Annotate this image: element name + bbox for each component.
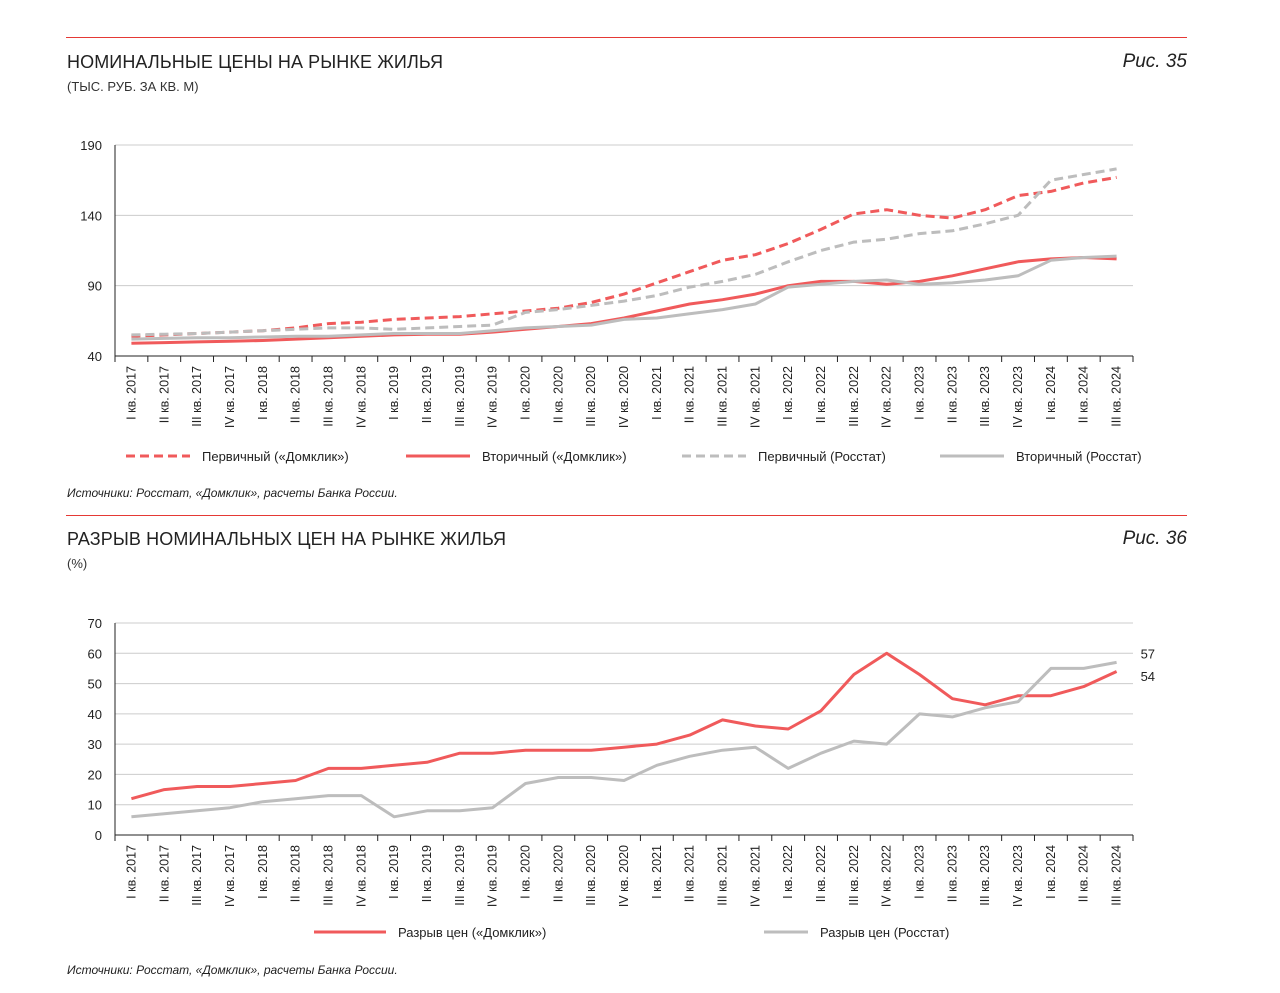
x-tick-label: I кв. 2019	[387, 845, 401, 899]
x-tick-label: I кв. 2017	[124, 366, 138, 420]
x-tick-label: III кв. 2020	[584, 366, 598, 427]
x-tick-label: II кв. 2017	[157, 845, 171, 902]
y-tick-label: 20	[88, 767, 102, 782]
x-tick-label: I кв. 2020	[518, 366, 532, 420]
x-tick-label: II кв. 2022	[814, 845, 828, 902]
x-tick-label: II кв. 2021	[683, 366, 697, 423]
end-value-label: 57	[1141, 646, 1155, 661]
legend-label: Разрыв цен (Росстат)	[820, 925, 949, 940]
x-tick-label: IV кв. 2020	[617, 845, 631, 907]
chart-title: РАЗРЫВ НОМИНАЛЬНЫХ ЦЕН НА РЫНКЕ ЖИЛЬЯ	[67, 529, 507, 549]
x-tick-label: I кв. 2020	[518, 845, 532, 899]
x-tick-label: I кв. 2022	[781, 845, 795, 899]
legend-label: Первичный («Домклик»)	[202, 449, 349, 464]
x-tick-label: II кв. 2024	[1077, 845, 1091, 902]
x-tick-label: III кв. 2018	[321, 845, 335, 906]
x-tick-label: III кв. 2021	[716, 366, 730, 427]
legend-label: Вторичный (Росстат)	[1016, 449, 1142, 464]
x-tick-label: III кв. 2021	[716, 845, 730, 906]
source-note: Источники: Росстат, «Домклик», расчеты Б…	[67, 486, 398, 500]
x-tick-label: III кв. 2019	[453, 845, 467, 906]
x-tick-label: III кв. 2019	[453, 366, 467, 427]
figure-label: Рис. 36	[1122, 528, 1187, 549]
x-tick-label: I кв. 2023	[913, 845, 927, 899]
x-tick-label: II кв. 2022	[814, 366, 828, 423]
x-tick-label: IV кв. 2019	[486, 845, 500, 907]
x-tick-label: II кв. 2018	[289, 366, 303, 423]
legend-label: Разрыв цен («Домклик»)	[398, 925, 546, 940]
prices-line-chart: 40 90 140 190 I кв. 2017 II кв. 2017 III кв. 2…	[80, 138, 1142, 464]
y-tick-label: 190	[80, 138, 102, 153]
middle-divider	[66, 515, 1187, 516]
chart-subtitle: (ТЫС. РУБ. ЗА КВ. М)	[67, 79, 199, 94]
x-tick-label: I кв. 2019	[387, 366, 401, 420]
series-line	[131, 167, 1117, 337]
y-tick-label: 10	[88, 798, 102, 813]
x-tick-label: II кв. 2024	[1077, 366, 1091, 423]
y-tick-label: 40	[88, 349, 102, 364]
x-tick-label: II кв. 2020	[551, 845, 565, 902]
y-tick-label: 90	[88, 279, 102, 294]
legend-label: Первичный (Росстат)	[758, 449, 886, 464]
x-tick-label: IV кв. 2018	[354, 366, 368, 428]
x-tick-label: I кв. 2017	[124, 845, 138, 899]
x-tick-label: III кв. 2023	[978, 845, 992, 906]
top-divider	[66, 37, 1187, 38]
y-tick-label: 70	[88, 616, 102, 631]
x-tick-label: IV кв. 2021	[748, 366, 762, 428]
x-tick-label: II кв. 2021	[683, 845, 697, 902]
x-tick-label: IV кв. 2021	[748, 845, 762, 907]
x-tick-label: III кв. 2017	[190, 366, 204, 427]
x-tick-label: I кв. 2024	[1044, 366, 1058, 420]
x-tick-label: I кв. 2021	[650, 366, 664, 420]
x-tick-label: IV кв. 2020	[617, 366, 631, 428]
y-tick-label: 60	[88, 646, 102, 661]
x-tick-label: III кв. 2020	[584, 845, 598, 906]
figure-label: Рис. 35	[1122, 51, 1187, 72]
x-tick-label: II кв. 2017	[157, 366, 171, 423]
y-tick-label: 0	[95, 828, 102, 843]
x-tick-label: II кв. 2020	[551, 366, 565, 423]
x-tick-label: IV кв. 2022	[880, 845, 894, 907]
y-tick-label: 30	[88, 737, 102, 752]
x-tick-label: II кв. 2019	[420, 366, 434, 423]
x-tick-label: III кв. 2022	[847, 845, 861, 906]
x-tick-label: IV кв. 2018	[354, 845, 368, 907]
y-tick-label: 140	[80, 208, 102, 223]
y-tick-label: 50	[88, 677, 102, 692]
end-value-label: 54	[1141, 669, 1155, 684]
x-tick-label: III кв. 2017	[190, 845, 204, 906]
x-tick-label: I кв. 2024	[1044, 845, 1058, 899]
x-tick-label: II кв. 2018	[289, 845, 303, 902]
x-tick-label: III кв. 2024	[1110, 366, 1124, 427]
x-tick-label: IV кв. 2023	[1011, 366, 1025, 428]
series-line	[131, 660, 1117, 819]
series-line	[131, 175, 1117, 338]
x-tick-label: II кв. 2023	[945, 845, 959, 902]
x-tick-label: IV кв. 2017	[223, 366, 237, 428]
x-tick-label: IV кв. 2017	[223, 845, 237, 907]
x-tick-label: III кв. 2018	[321, 366, 335, 427]
source-note: Источники: Росстат, «Домклик», расчеты Б…	[67, 963, 398, 977]
x-tick-label: I кв. 2022	[781, 366, 795, 420]
x-tick-label: IV кв. 2023	[1011, 845, 1025, 907]
x-tick-label: II кв. 2019	[420, 845, 434, 902]
x-tick-label: III кв. 2023	[978, 366, 992, 427]
x-tick-label: I кв. 2021	[650, 845, 664, 899]
x-tick-label: I кв. 2018	[256, 845, 270, 899]
series-line	[131, 651, 1118, 801]
x-tick-label: II кв. 2023	[945, 366, 959, 423]
x-tick-label: I кв. 2018	[256, 366, 270, 420]
y-tick-label: 40	[88, 707, 102, 722]
x-tick-label: III кв. 2022	[847, 366, 861, 427]
series-line	[131, 254, 1117, 341]
gap-line-chart: 0 10 20 30 40 50 60 70 I кв. 2017 II кв. 2017 III …	[88, 616, 1156, 940]
chart-subtitle: (%)	[67, 556, 88, 571]
legend-label: Вторичный («Домклик»)	[482, 449, 627, 464]
x-tick-label: IV кв. 2022	[880, 366, 894, 428]
chart-title: НОМИНАЛЬНЫЕ ЦЕНЫ НА РЫНКЕ ЖИЛЬЯ	[67, 52, 444, 72]
x-tick-label: IV кв. 2019	[486, 366, 500, 428]
x-tick-label: I кв. 2023	[913, 366, 927, 420]
x-tick-label: III кв. 2024	[1110, 845, 1124, 906]
